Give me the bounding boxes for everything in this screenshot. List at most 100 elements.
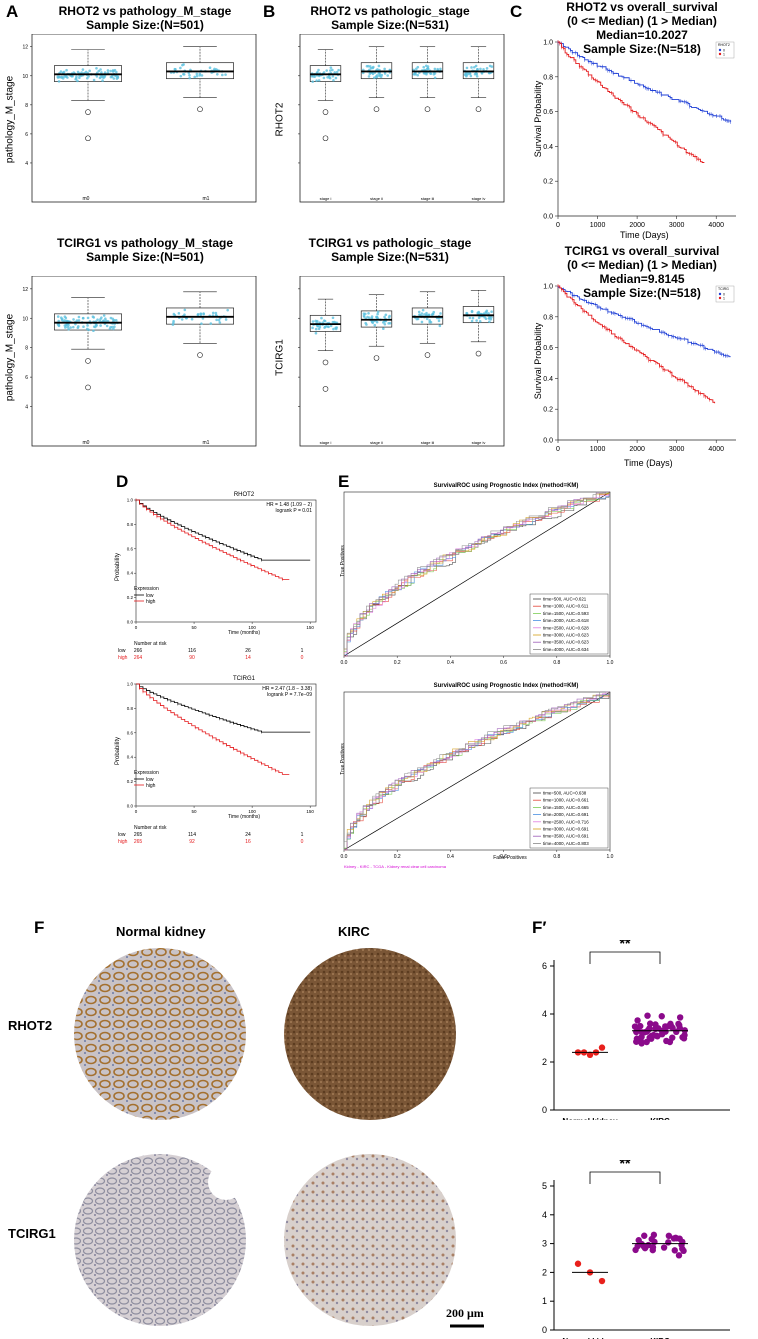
data-point <box>490 310 493 313</box>
x-tick-label: 50 <box>192 809 198 814</box>
data-point <box>116 75 120 79</box>
legend-title: TCIRG <box>718 287 729 291</box>
data-point <box>477 316 481 320</box>
data-point <box>317 79 321 82</box>
x-tick-label: 2000 <box>629 222 645 229</box>
data-point <box>433 72 437 75</box>
box-group: 4 6 8 10 12 <box>22 45 234 167</box>
data-point <box>465 74 468 78</box>
title-line: Sample Size:(N=518) <box>583 286 701 300</box>
risk-cell: 92 <box>189 839 195 845</box>
y-tick-label: 0.0 <box>127 620 134 625</box>
y-tick-label: 1 <box>542 1296 547 1306</box>
data-point <box>335 70 339 74</box>
data-point <box>375 320 379 324</box>
y-tick-label: 3 <box>542 1239 547 1249</box>
plot-frame <box>135 683 317 807</box>
outlier <box>475 350 482 357</box>
legend-label: 0 <box>723 49 725 53</box>
data-point <box>475 72 479 76</box>
panel-e-top-ylabel: True Positives <box>340 545 346 577</box>
data-point <box>632 1246 639 1254</box>
data-point <box>329 66 333 69</box>
data-point <box>430 313 434 317</box>
data-point <box>470 66 473 69</box>
data-point <box>99 75 102 79</box>
data-point <box>487 317 491 320</box>
x-tick-label: 0.4 <box>447 854 454 860</box>
data-point <box>420 320 424 324</box>
legend-high: high <box>146 783 156 789</box>
legend-label: time=3500, AUC=0.623 <box>543 640 589 645</box>
dot-plot: 0 2 4 6 ** Normal kidney KIRC <box>542 940 730 1120</box>
x-tick-label: 0 <box>135 809 138 814</box>
panel-c-top-plot: 0.0 0.2 0.4 0.6 0.8 1.0 0 1000 2000 3000 4000 RHOT2… <box>543 40 736 229</box>
data-point <box>367 311 370 315</box>
y-tick-label: 0.2 <box>543 179 553 186</box>
data-point <box>676 1021 683 1029</box>
data-point <box>224 73 227 76</box>
data-point <box>362 314 366 318</box>
data-point <box>328 76 332 80</box>
data-point <box>365 64 369 68</box>
data-point <box>422 65 426 69</box>
data-point <box>660 1244 668 1251</box>
x-tick: stage i <box>320 440 332 445</box>
data-point <box>109 69 112 73</box>
legend-label: time=1000, AUC=0.611 <box>543 604 589 609</box>
tissue-gap <box>208 1164 244 1200</box>
panel-letter-d: D <box>116 472 129 491</box>
data-point <box>208 66 212 70</box>
y-tick-label: 0.4 <box>127 755 134 760</box>
data-point <box>72 318 75 321</box>
data-point <box>182 73 186 76</box>
significance-bracket <box>589 1171 661 1184</box>
y-tick-label: 10 <box>22 316 28 322</box>
data-point <box>468 316 472 320</box>
data-point <box>183 313 186 316</box>
risk-cell: 24 <box>245 832 251 838</box>
panel-d-top-plot: RHOT2 HR = 1.48 (1.09 − 2) logrank P = 0… <box>127 492 317 636</box>
data-point <box>327 325 330 329</box>
x-tick: stage ii <box>370 440 383 445</box>
dot-plot: 0 1 2 3 4 5 ** Normal kidney KIRC <box>542 1160 730 1339</box>
legend-label: time=1500, AUC=0.665 <box>543 805 589 810</box>
data-point <box>383 72 387 75</box>
y-tick-label: 6 <box>542 961 547 971</box>
data-point <box>649 1246 656 1254</box>
data-point <box>671 1247 678 1254</box>
data-point <box>214 313 218 317</box>
data-point <box>69 326 72 329</box>
outlier <box>85 358 91 364</box>
data-point <box>322 76 326 80</box>
x-tick: stage iii <box>421 196 435 201</box>
data-point <box>383 322 387 326</box>
y-tick-label: 1.0 <box>543 284 553 291</box>
data-point <box>421 308 425 312</box>
plot-frame <box>299 34 505 203</box>
data-point <box>322 71 326 74</box>
data-point <box>311 320 315 323</box>
logrank-text: logrank P = 7.7e−09 <box>267 692 312 698</box>
y-tick-label: 4 <box>25 161 28 167</box>
data-point <box>383 320 386 323</box>
y-tick-label: 0.2 <box>543 407 553 414</box>
survival-curve <box>558 285 716 404</box>
data-point <box>384 313 388 317</box>
x-tick-label: 0.0 <box>341 660 348 666</box>
roc-curve <box>343 691 609 850</box>
title-line: TCIRG1 vs pathology_M_stage <box>56 236 234 250</box>
legend-label: time=3000, AUC=0.623 <box>543 633 589 638</box>
panel-a-bottom-ylabel: pathology_M_stage <box>4 313 16 402</box>
panel-d-top-ylabel: Probability <box>115 553 121 582</box>
y-tick-label: 5 <box>542 1181 547 1191</box>
data-point <box>172 312 176 316</box>
risk-low-label: low <box>118 832 126 838</box>
data-point <box>425 317 429 321</box>
roc-curve <box>343 691 609 850</box>
legend-label: time=2000, AUC=0.691 <box>543 812 589 817</box>
x-tick: m0 <box>83 196 90 202</box>
data-point <box>200 74 204 77</box>
data-point <box>177 312 181 315</box>
